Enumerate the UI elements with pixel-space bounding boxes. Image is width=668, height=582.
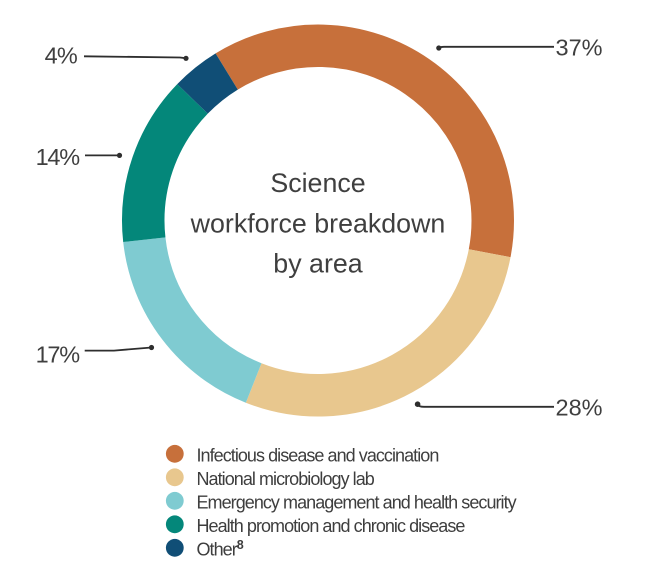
svg-text:37%: 37%: [556, 35, 603, 61]
svg-text:Health promotion and chronic d: Health promotion and chronic disease: [197, 516, 466, 536]
svg-text:4%: 4%: [45, 43, 78, 69]
svg-text:Other8: Other8: [197, 538, 244, 560]
svg-text:14%: 14%: [36, 144, 81, 170]
svg-text:Infectious disease and vaccina: Infectious disease and vaccination: [197, 445, 439, 465]
svg-text:National microbiology lab: National microbiology lab: [197, 469, 375, 489]
svg-text:28%: 28%: [556, 395, 603, 421]
svg-text:Science: Science: [270, 168, 365, 198]
svg-text:workforce breakdown: workforce breakdown: [190, 208, 446, 238]
svg-text:by area: by area: [273, 249, 362, 279]
svg-text:Emergency management and healt: Emergency management and health security: [197, 492, 517, 512]
svg-text:17%: 17%: [36, 341, 81, 367]
